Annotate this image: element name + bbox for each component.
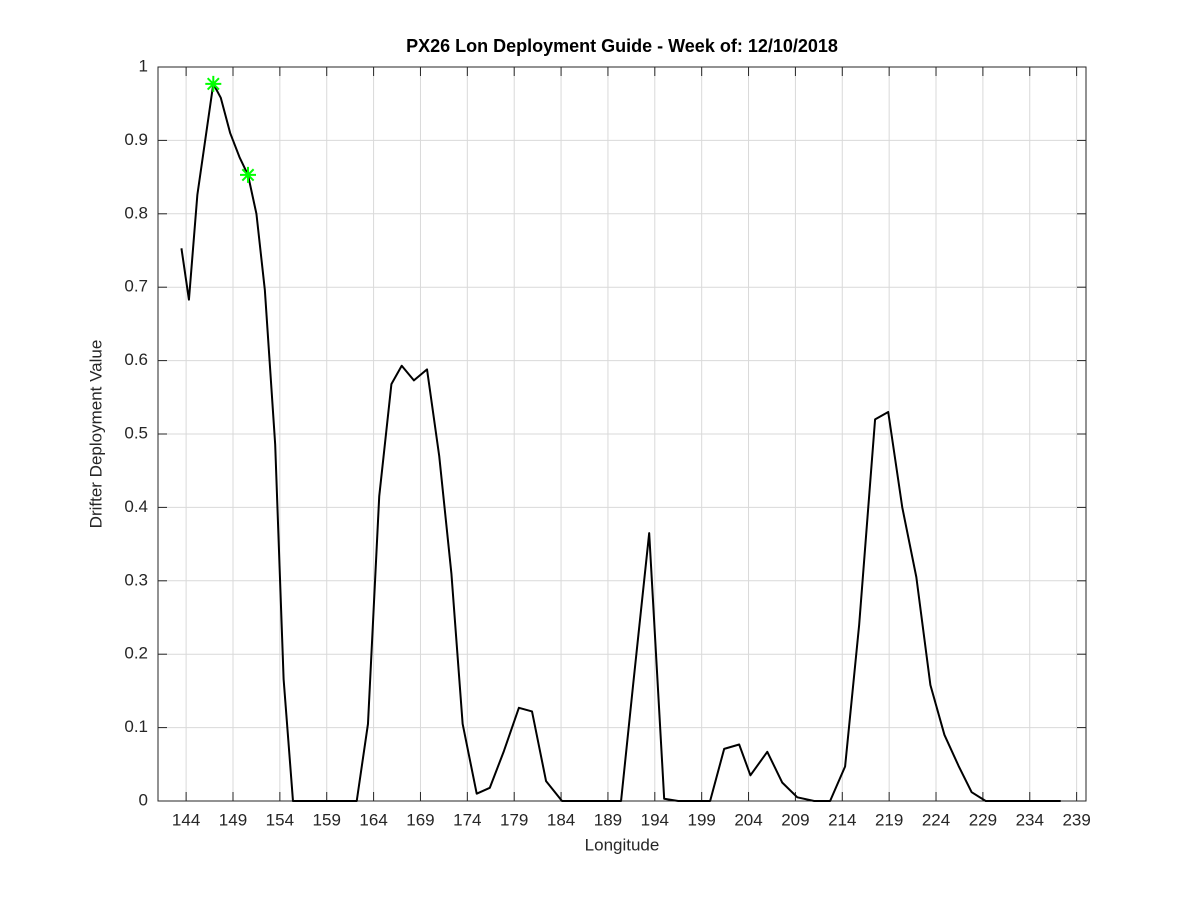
x-tick-label: 234: [1016, 810, 1044, 829]
y-tick-label: 0.4: [124, 497, 148, 516]
x-tick-label: 194: [641, 810, 669, 829]
y-tick-label: 1: [139, 56, 148, 75]
marker: [239, 166, 256, 183]
x-tick-label: 179: [500, 810, 528, 829]
x-tick-label: 174: [453, 810, 481, 829]
x-tick-label: 204: [734, 810, 762, 829]
x-tick-label: 224: [922, 810, 950, 829]
marker: [205, 75, 222, 92]
y-tick-label: 0.6: [124, 350, 148, 369]
x-tick-label: 184: [547, 810, 575, 829]
x-tick-label: 219: [875, 810, 903, 829]
y-tick-label: 0.8: [124, 203, 148, 222]
x-axis-label: Longitude: [585, 835, 660, 854]
x-tick-label: 199: [687, 810, 715, 829]
y-tick-label: 0.3: [124, 570, 148, 589]
y-tick-label: 0.7: [124, 277, 148, 296]
y-tick-label: 0.5: [124, 423, 148, 442]
x-tick-label: 144: [172, 810, 200, 829]
x-tick-label: 189: [594, 810, 622, 829]
x-tick-label: 209: [781, 810, 809, 829]
x-tick-label: 169: [406, 810, 434, 829]
y-axis-label: Drifter Deployment Value: [86, 340, 105, 529]
data-line: [180, 82, 1061, 802]
x-tick-label: 154: [266, 810, 294, 829]
x-tick-label: 149: [219, 810, 247, 829]
chart-title: PX26 Lon Deployment Guide - Week of: 12/…: [406, 36, 838, 56]
x-tick-label: 214: [828, 810, 856, 829]
y-tick-label: 0: [139, 790, 148, 809]
x-tick-label: 239: [1062, 810, 1090, 829]
y-tick-label: 0.2: [124, 644, 148, 663]
x-tick-label: 164: [359, 810, 387, 829]
x-tick-label: 229: [969, 810, 997, 829]
y-tick-label: 0.9: [124, 130, 148, 149]
x-tick-label: 159: [313, 810, 341, 829]
y-tick-label: 0.1: [124, 717, 148, 736]
